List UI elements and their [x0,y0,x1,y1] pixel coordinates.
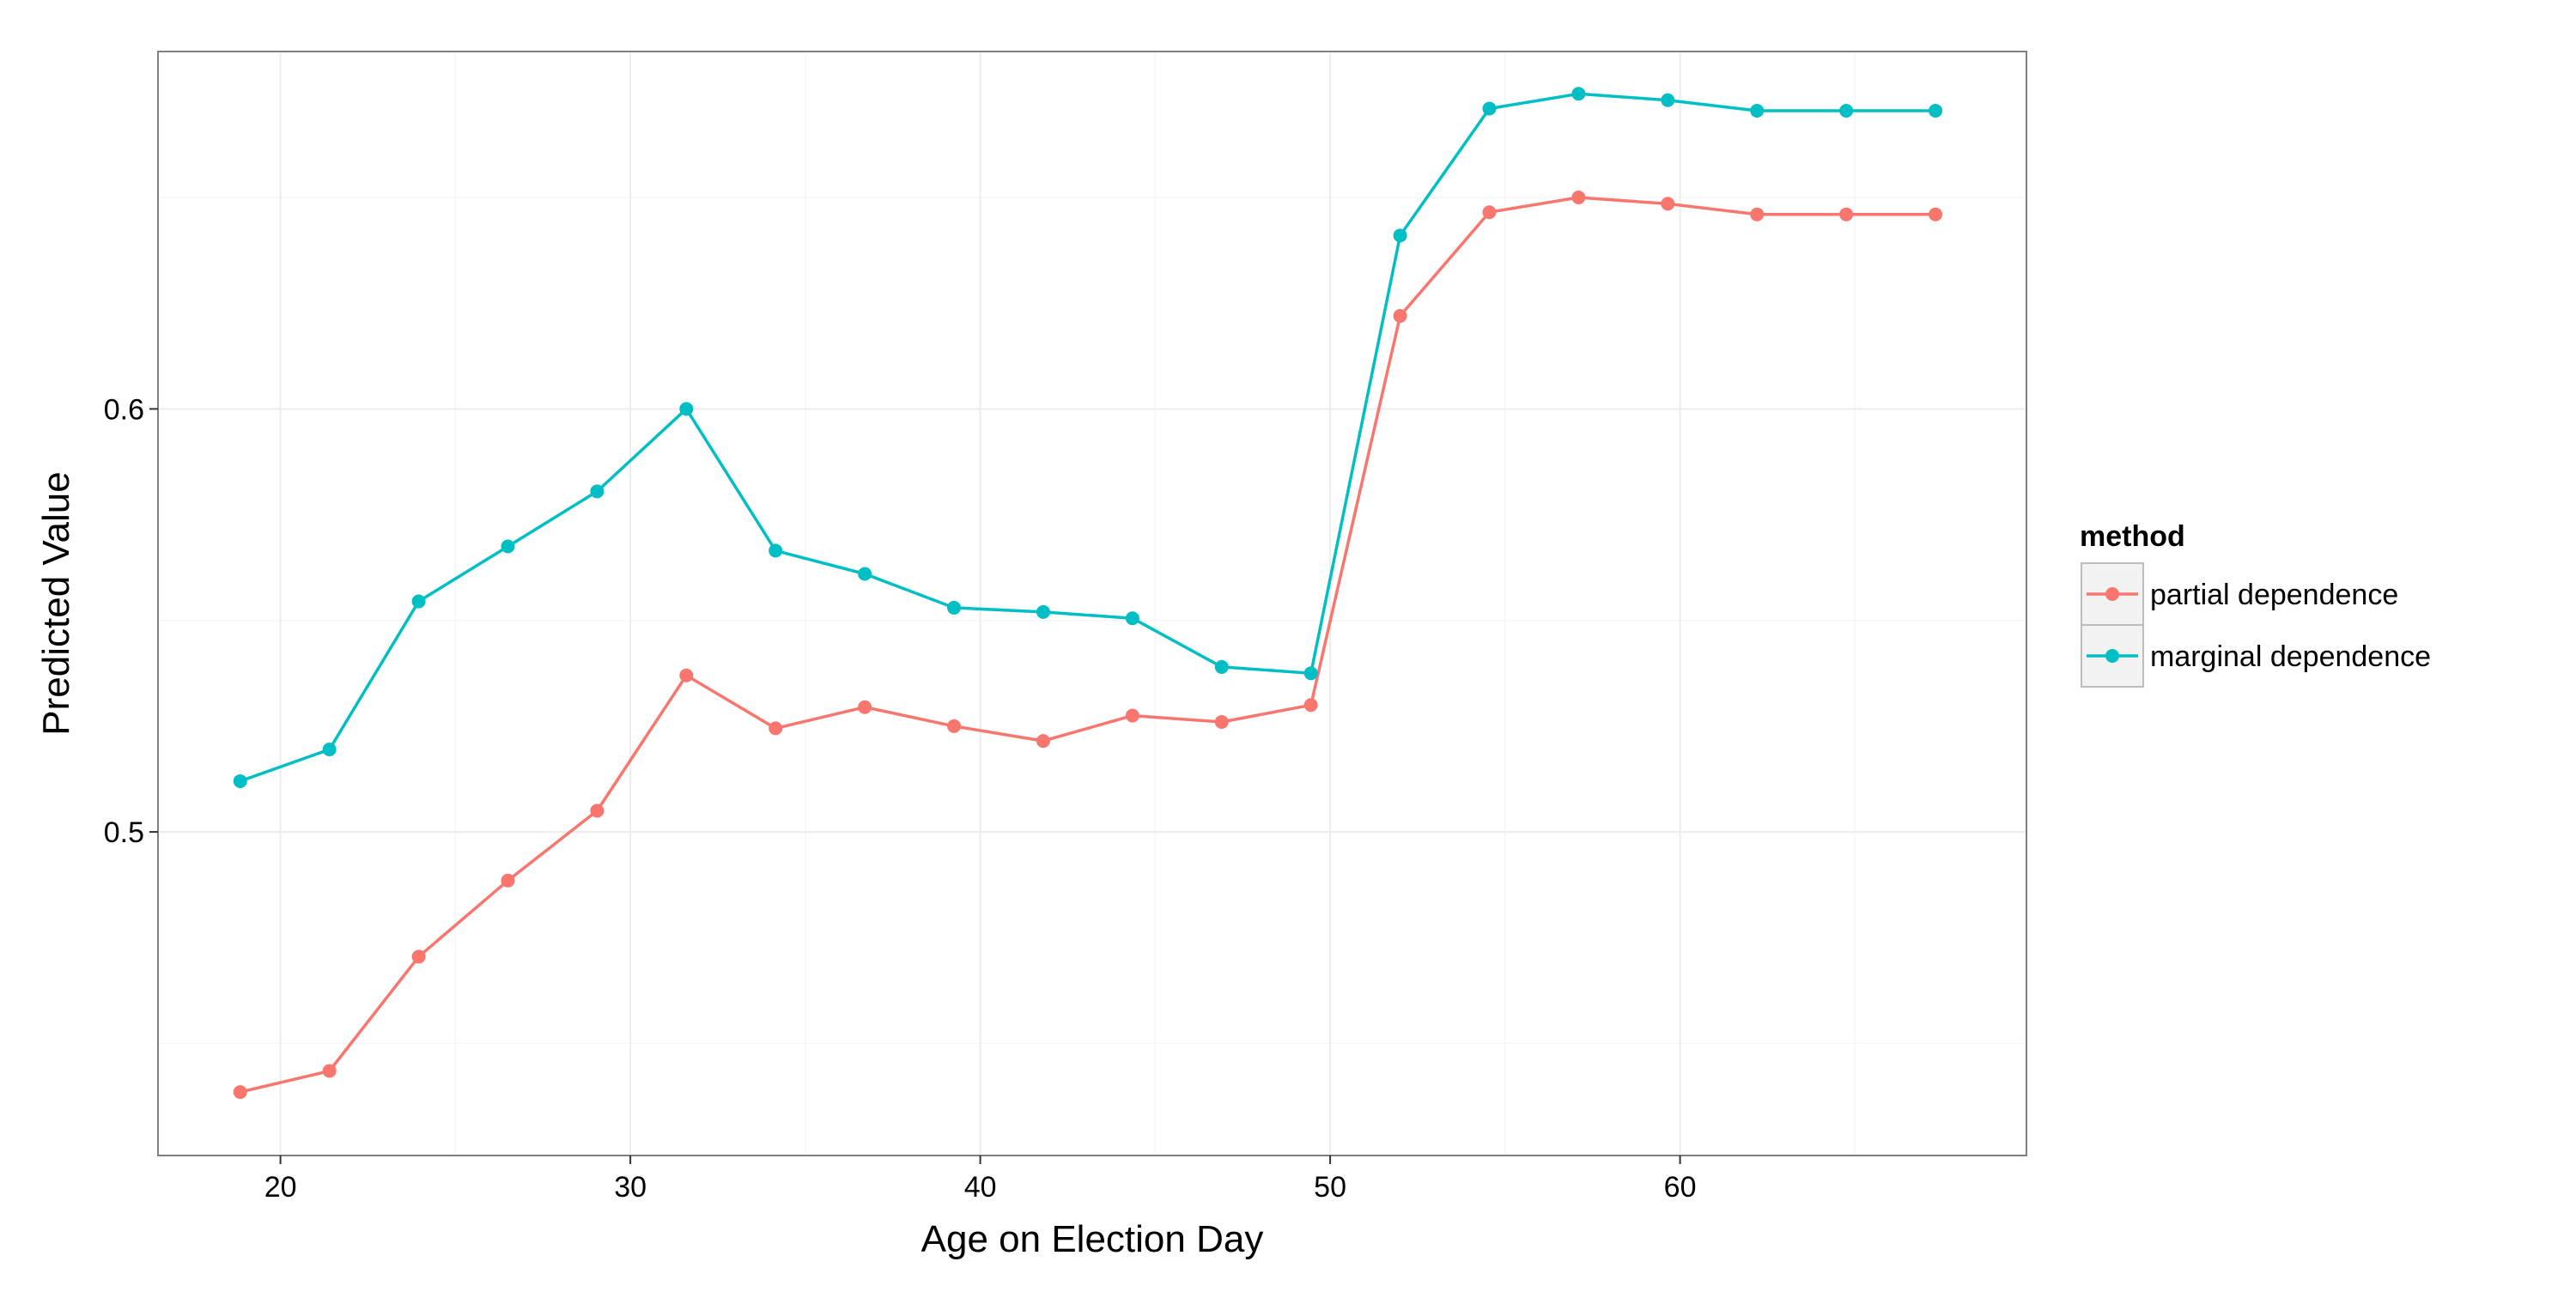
data-point [1750,208,1764,221]
data-point [323,1064,337,1077]
data-point [1839,208,1853,221]
data-point [1661,94,1674,107]
data-point [1483,205,1497,219]
data-point [947,601,961,615]
data-point [234,774,247,788]
data-point [679,402,693,416]
data-point [501,539,514,553]
legend-label: marginal dependence [2150,640,2431,673]
data-point [501,874,514,888]
data-point [858,567,872,581]
legend-title: method [2080,520,2185,553]
data-point [1750,104,1764,118]
data-point [1304,698,1318,712]
legend-key-point [2105,587,2119,601]
x-tick-label: 30 [614,1171,647,1204]
data-point [1126,709,1139,723]
data-point [590,484,604,498]
y-tick-label: 0.5 [104,816,144,849]
data-point [1304,666,1318,680]
x-tick-label: 50 [1314,1171,1346,1204]
x-tick-label: 40 [964,1171,997,1204]
x-tick-label: 60 [1664,1171,1697,1204]
data-point [1571,191,1585,204]
data-point [1036,734,1050,748]
data-point [1126,611,1139,625]
data-point [947,719,961,733]
legend-key-point [2105,649,2119,663]
data-point [1483,102,1497,116]
data-point [769,543,782,557]
data-point [412,949,426,963]
data-point [1215,715,1229,729]
data-point [1839,104,1853,118]
data-point [769,721,782,735]
data-point [234,1085,247,1099]
data-point [323,743,337,756]
data-point [679,669,693,682]
data-point [1571,87,1585,100]
y-tick-label: 0.6 [104,393,144,426]
data-point [858,701,872,714]
data-point [1215,660,1229,674]
x-axis-title: Age on Election Day [921,1218,1264,1260]
data-point [1394,228,1407,242]
data-point [590,804,604,817]
data-point [412,595,426,609]
x-tick-label: 20 [264,1171,297,1204]
data-point [1661,197,1674,210]
y-axis-title: Predicted Value [35,471,77,735]
data-point [1929,104,1942,118]
data-point [1929,208,1942,221]
data-point [1036,605,1050,619]
legend-label: partial dependence [2150,579,2398,611]
data-point [1394,309,1407,323]
